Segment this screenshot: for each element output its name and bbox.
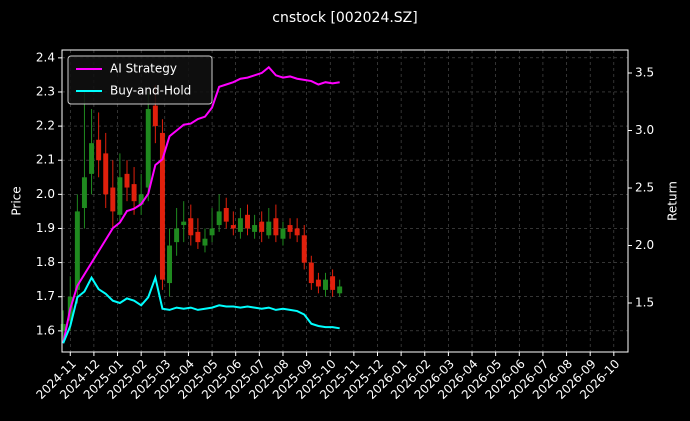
candle-body (301, 235, 307, 263)
candle-body (124, 173, 130, 188)
candle-body (280, 228, 286, 239)
legend-box (67, 55, 213, 105)
y-tick-label: 2.3 (36, 84, 55, 98)
y2-axis-label: Return (666, 181, 680, 221)
candle-body (273, 218, 279, 236)
candle-body (315, 279, 321, 287)
y-tick-label: 2.1 (36, 153, 55, 167)
candle-body (103, 153, 109, 195)
candle-body (294, 228, 300, 236)
candle-body (74, 211, 80, 290)
candle-body (81, 177, 87, 208)
candle-body (216, 211, 222, 226)
candle-body (60, 324, 66, 331)
candle-body (330, 276, 336, 290)
candle-body (181, 221, 187, 226)
candle-body (159, 132, 165, 280)
candle-body (188, 218, 194, 236)
candle-body (287, 225, 293, 232)
candle-body (195, 231, 201, 243)
candle-body (259, 221, 265, 232)
candle-body (223, 207, 229, 222)
candle-body (152, 105, 158, 127)
candle-body (138, 194, 144, 205)
candle-body (308, 262, 314, 284)
candle-body (174, 228, 180, 243)
legend-label: Buy-and-Hold (110, 84, 191, 98)
y2-tick-label: 1.5 (635, 296, 654, 310)
candle-body (323, 279, 328, 290)
candle-body (202, 238, 208, 246)
y-tick-label: 1.8 (36, 255, 55, 269)
candle-body (245, 214, 250, 229)
candle-body (89, 143, 95, 174)
y-axis-label: Price (10, 186, 24, 215)
y2-tick-label: 3.5 (635, 66, 654, 80)
y-tick-label: 2.4 (36, 50, 55, 64)
candle-body (145, 109, 151, 188)
y-tick-label: 2.0 (36, 187, 55, 201)
candle-body (167, 245, 173, 284)
plot-frame (61, 49, 629, 353)
candle-body (230, 225, 236, 229)
y2-tick-label: 3.0 (635, 123, 654, 137)
return-line (62, 274, 340, 344)
candle-body (131, 184, 137, 202)
y-tick-label: 1.9 (36, 221, 55, 235)
candle-body (96, 139, 102, 161)
candle-body (110, 187, 116, 212)
y-tick-label: 2.2 (36, 119, 55, 133)
y-tick-label: 1.6 (36, 323, 55, 337)
candle-body (266, 221, 272, 236)
return-line (62, 65, 340, 344)
candle-body (252, 225, 258, 232)
y-tick-label: 1.7 (36, 289, 55, 303)
candle-body (337, 286, 343, 294)
chart-title: cnstock [002024.SZ] (272, 10, 417, 26)
y2-tick-label: 2.0 (635, 238, 654, 252)
candle-body (117, 177, 123, 215)
legend-label: AI Strategy (110, 62, 177, 76)
candle-body (237, 218, 243, 232)
y2-tick-label: 2.5 (635, 181, 654, 195)
candle-body (209, 228, 215, 236)
